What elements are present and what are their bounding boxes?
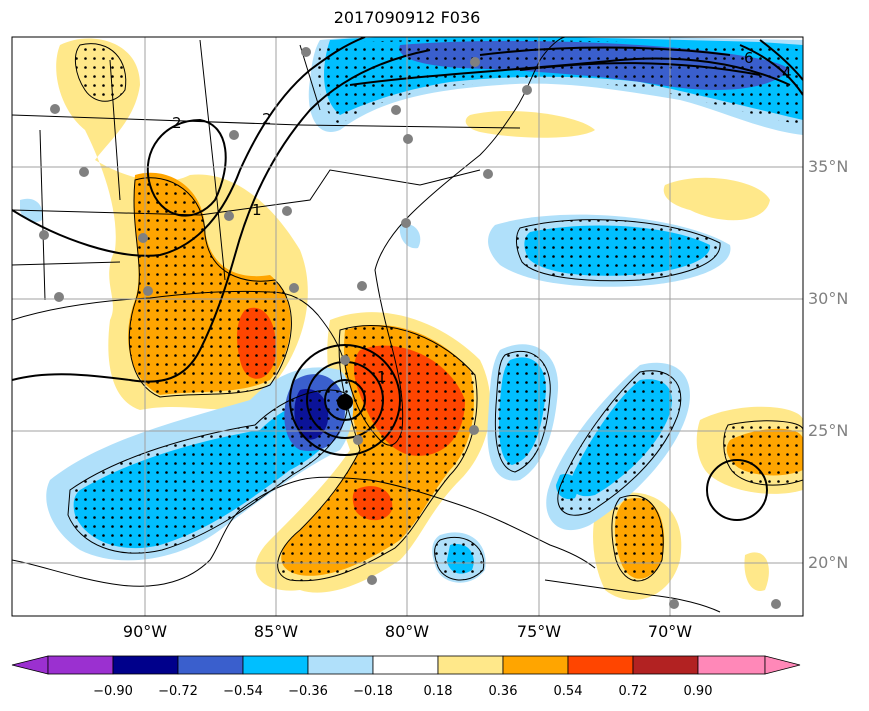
station-marker [522,85,532,95]
contour-label-layer: 2 2 1 1 4 6 [172,49,792,386]
station-marker [357,281,367,291]
colorbar-segment [502,655,569,675]
contour-label: 4 [782,64,792,82]
station-marker [391,105,401,115]
station-marker [469,425,479,435]
positive-region [744,552,769,591]
colorbar-tick-label: −0.18 [353,684,393,699]
station-marker [138,233,148,243]
station-marker [353,435,363,445]
contour-label: 1 [377,368,387,386]
colorbar [11,655,801,675]
station-marker [229,130,239,140]
station-marker [301,47,311,57]
colorbar-segment [242,655,309,675]
colorbar-segment [764,655,801,675]
station-marker [340,355,350,365]
coastline [12,37,721,613]
colorbar-tick-label: 0.72 [618,684,648,699]
negative-region [399,224,421,249]
lon-label: 85°W [253,622,299,641]
station-marker [50,104,60,114]
colorbar-segment [697,655,766,675]
storm-center-marker [337,394,353,410]
significance-contours [67,43,803,582]
colorbar-segment [112,655,179,675]
positive-region [663,177,770,221]
station-marker [39,230,49,240]
colorbar-tick-label: 0.36 [488,684,518,699]
colorbar-tick-label: −0.36 [288,684,328,699]
colorbar-segment [567,655,634,675]
station-marker [79,167,89,177]
lat-label: 20°N [808,553,849,572]
contour-label: 1 [252,201,262,219]
map-frame [11,36,804,617]
significance-stippling [68,39,803,581]
positive-region [465,110,595,138]
lon-label: 80°W [384,622,430,641]
colorbar-segment [437,655,504,675]
lon-label: 90°W [122,622,168,641]
colorbar-tick-label: 0.54 [553,684,583,699]
colorbar-segment [372,655,439,675]
station-marker [289,283,299,293]
lat-label: 35°N [808,157,849,176]
station-marker [143,286,153,296]
station-marker [403,134,413,144]
colorbar-segment [177,655,244,675]
lat-label: 25°N [808,421,849,440]
colorbar-tick-label: −0.54 [223,684,263,699]
contour-label: 6 [744,49,754,67]
station-marker [669,599,679,609]
colorbar-tick-label: −0.72 [158,684,198,699]
station-marker [367,575,377,585]
colorbar-segment [632,655,699,675]
graticule [12,37,803,616]
colorbar-segment [307,655,374,675]
station-marker [470,57,480,67]
station-marker [282,206,292,216]
colorbar-segment [11,655,49,675]
lat-label: 30°N [808,289,849,308]
map-title: 2017090912 F036 [333,8,481,27]
lon-label: 75°W [516,622,562,641]
contour-label: 2 [262,110,272,128]
lon-label: 70°W [647,622,693,641]
station-marker [224,211,234,221]
colorbar-tick-label: 0.90 [683,684,713,699]
station-marker [771,599,781,609]
field-layer: 2 2 1 1 4 6 [12,37,803,616]
station-markers [39,47,781,609]
contour-label: 2 [172,114,182,132]
colorbar-tick-label: 0.18 [423,684,453,699]
colorbar-segment [47,655,114,675]
station-marker [401,218,411,228]
station-marker [54,292,64,302]
station-marker [483,169,493,179]
colorbar-tick-label: −0.90 [93,684,133,699]
